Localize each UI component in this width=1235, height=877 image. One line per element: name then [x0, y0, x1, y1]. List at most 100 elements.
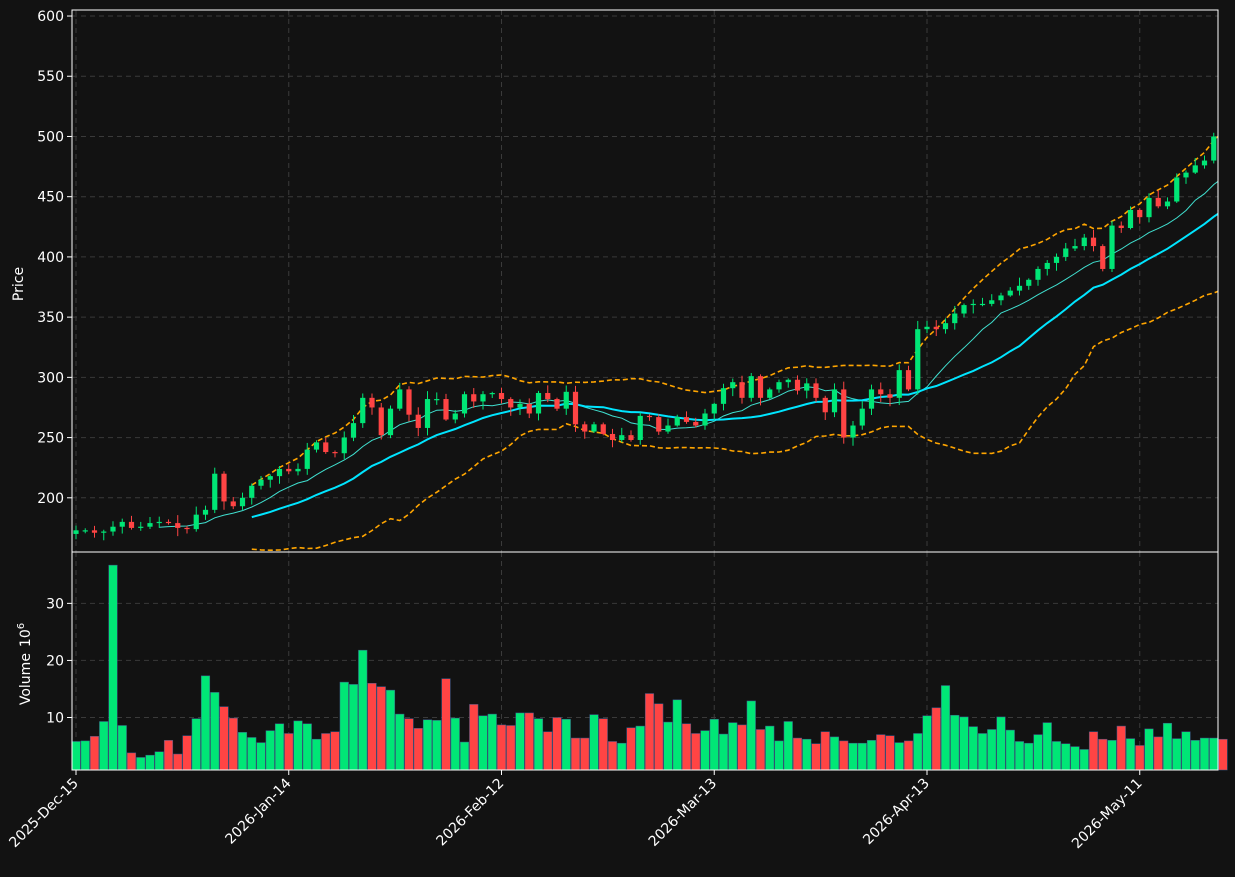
candle-body — [471, 394, 477, 402]
candle-body — [702, 413, 708, 426]
volume-bar — [718, 733, 729, 771]
volume-bar — [931, 707, 941, 771]
candle-body — [249, 485, 255, 498]
candle-body — [110, 526, 116, 532]
volume-bar — [580, 737, 590, 771]
volume-bar — [987, 729, 997, 771]
candle-body — [545, 393, 551, 400]
candle-body — [350, 423, 357, 438]
candle-body — [1081, 237, 1087, 247]
volume-bar — [311, 738, 322, 771]
volume-bar — [228, 717, 238, 771]
volume-bar — [80, 740, 90, 771]
candle-body — [924, 326, 930, 330]
volume-bar — [441, 678, 451, 771]
volume-bar — [265, 730, 275, 771]
candle-body — [82, 530, 88, 532]
volume-bar — [839, 740, 849, 771]
volume-bar — [284, 733, 294, 771]
volume-bar — [876, 734, 886, 771]
volume-bar — [700, 730, 710, 771]
candle-body — [378, 407, 384, 436]
candle-body — [693, 421, 699, 426]
volume-bar — [469, 704, 479, 771]
price-tick-label: 200 — [37, 491, 64, 507]
volume-bar — [321, 733, 331, 771]
volume-bar — [108, 564, 118, 771]
candle-body — [905, 370, 912, 390]
volume-bar — [617, 742, 627, 771]
candle-body — [776, 382, 782, 390]
candle-body — [665, 425, 671, 432]
candle-body — [813, 383, 819, 398]
volume-bar — [885, 735, 895, 771]
volume-bar — [99, 721, 109, 771]
candle-body — [212, 473, 218, 510]
candle-body — [535, 393, 542, 414]
candle-body — [822, 397, 828, 413]
volume-bar — [1051, 741, 1062, 771]
candle-body — [859, 408, 865, 426]
volume-bar — [903, 740, 914, 771]
candle-body — [572, 391, 579, 425]
candle-body — [517, 403, 523, 408]
volume-bar — [182, 735, 192, 771]
volume-bar — [136, 757, 146, 771]
volume-bar — [820, 731, 830, 771]
candle-body — [332, 452, 338, 454]
candle-body — [767, 389, 773, 398]
volume-bar — [293, 720, 303, 771]
candle-body — [267, 476, 273, 480]
candle-body — [1053, 256, 1060, 263]
candle-body — [868, 389, 875, 409]
candle-body — [646, 415, 653, 418]
candle-body — [683, 417, 690, 422]
candle-body — [656, 417, 662, 432]
candle-body — [1044, 262, 1050, 269]
volume-bar — [89, 736, 100, 771]
candles — [73, 132, 1217, 541]
volume-bar — [126, 752, 137, 771]
volume-bar — [450, 717, 460, 771]
volume-bar — [996, 716, 1006, 771]
candle-body — [637, 415, 643, 440]
candle-body — [276, 468, 283, 477]
volume-bar — [339, 681, 349, 771]
volume-bar — [635, 725, 645, 771]
volume-bar — [210, 692, 220, 771]
volume-bar — [200, 675, 211, 771]
candle-body — [887, 394, 893, 398]
volume-bar — [950, 714, 960, 771]
volume-bar — [1061, 743, 1071, 771]
volume-bar — [302, 723, 312, 771]
candle-body — [785, 379, 791, 383]
volume-axis-label-text: Volume — [18, 653, 34, 705]
volume-bar — [607, 741, 618, 771]
volume-bar — [968, 726, 978, 771]
candle-body — [147, 523, 153, 527]
volume-axis-label: Volume 106 — [16, 623, 34, 705]
volume-bar — [1107, 740, 1117, 771]
candle-body — [1211, 136, 1217, 161]
volume-bar — [552, 717, 562, 771]
price-grid — [72, 10, 1218, 552]
candle-body — [1183, 172, 1189, 178]
volume-bar — [737, 724, 747, 771]
candle-body — [434, 399, 440, 401]
volume-bar — [774, 740, 784, 771]
candle-body — [526, 403, 532, 414]
volume-bar — [940, 685, 951, 771]
volume-bar — [385, 689, 396, 771]
volume-bar — [654, 703, 664, 771]
volume-bar — [163, 740, 174, 771]
candle-body — [711, 403, 717, 414]
volume-bar — [422, 719, 433, 771]
volume-tick-label: 20 — [46, 653, 64, 669]
moving-averages — [159, 180, 1218, 528]
volume-bar — [117, 725, 127, 771]
volume-panel-frame — [71, 551, 1219, 771]
volume-bar — [1125, 738, 1136, 771]
candle-body — [720, 388, 727, 404]
volume-bar — [1088, 731, 1099, 771]
candle-body — [591, 424, 597, 432]
